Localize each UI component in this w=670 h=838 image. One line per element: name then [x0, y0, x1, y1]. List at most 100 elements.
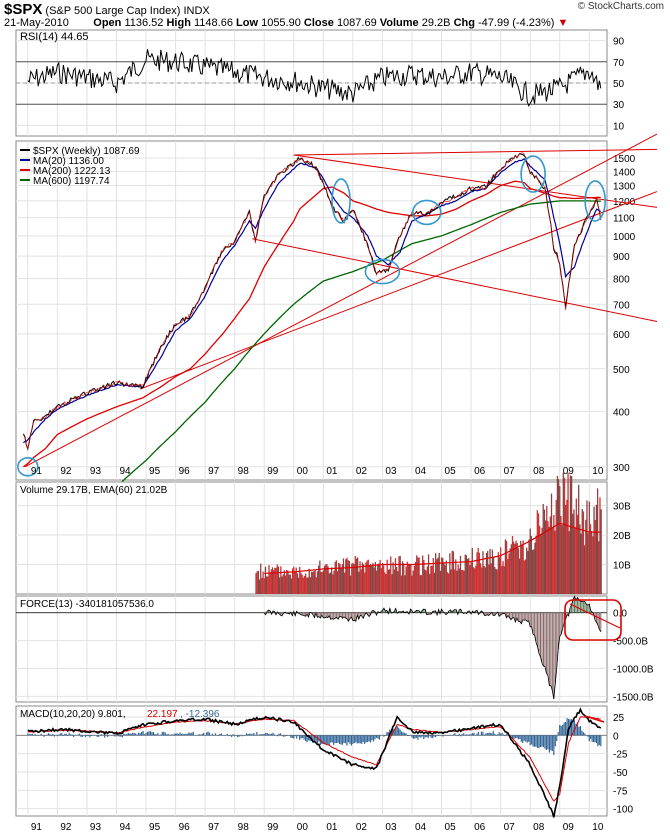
volume-bar [574, 528, 576, 594]
volume-label: Volume [379, 17, 419, 29]
volume-bar [468, 558, 470, 594]
volume-bar [511, 535, 514, 594]
volume-bar [306, 577, 308, 594]
volume-bar [307, 577, 309, 594]
volume-bar [417, 557, 419, 594]
trendline [293, 148, 658, 156]
force-trendline [569, 603, 621, 629]
volume-bar [286, 569, 288, 594]
x-tick-label: 10 [592, 822, 604, 833]
volume-bar [385, 573, 387, 594]
x-tick-label: 02 [356, 466, 368, 477]
volume-bar [495, 568, 497, 594]
volume-bar [527, 550, 529, 594]
force-line [263, 595, 602, 699]
macd-hist-value: , -12.396 [180, 709, 220, 720]
y-tick-label: 300 [613, 463, 630, 474]
volume-bar [269, 572, 271, 594]
price-panel [15, 140, 608, 481]
volume-bar [520, 540, 522, 594]
volume-bar [596, 488, 599, 594]
macd-line [27, 707, 602, 818]
volume-bar [384, 572, 386, 594]
volume-bar [488, 564, 490, 594]
volume-bar [388, 569, 391, 594]
volume-bar [335, 560, 338, 594]
volume-bar [374, 562, 377, 594]
volume-bar [595, 504, 598, 594]
volume-bar [295, 567, 297, 594]
volume-bar [535, 535, 537, 594]
y-tick-label: 600 [613, 330, 630, 341]
volume-bar [289, 574, 291, 594]
volume-bar [404, 575, 406, 594]
volume-bar [316, 571, 319, 594]
volume-bar [440, 557, 443, 594]
y-tick-label: 700 [613, 300, 630, 311]
trendline [139, 191, 658, 390]
volume-bar [529, 528, 531, 594]
volume-bar [580, 533, 582, 594]
volume-bar [403, 563, 405, 594]
volume-bar [533, 549, 535, 594]
x-tick-label: 02 [356, 822, 368, 833]
volume-bar [378, 563, 380, 594]
volume-bar [287, 570, 289, 594]
volume-bar [273, 570, 275, 594]
y-tick-label: 25 [613, 713, 625, 724]
volume-bar [344, 572, 346, 594]
volume-bar [313, 571, 315, 594]
volume-bar [260, 563, 262, 594]
volume-bar [550, 493, 553, 594]
volume-bar [530, 536, 533, 594]
volume-bar [450, 569, 452, 594]
volume-bar [301, 574, 303, 594]
volume-bar [299, 566, 301, 594]
y-tick-label: 1500 [613, 154, 636, 165]
volume-bar [274, 567, 276, 594]
volume-bar [396, 567, 398, 594]
volume-bar [523, 560, 525, 594]
x-tick-label: 08 [533, 822, 545, 833]
volume-bar [599, 497, 601, 594]
volume-bar [513, 541, 515, 594]
volume-bar [542, 504, 544, 594]
x-tick-label: 03 [385, 466, 397, 477]
volume-bar [445, 560, 447, 594]
volume-bar [398, 556, 400, 594]
volume-bar [573, 509, 575, 594]
y-tick-label: -1000.0B [613, 665, 654, 676]
volume-bar [401, 561, 404, 594]
volume-bar [433, 572, 436, 594]
price-bar-color [23, 152, 602, 450]
volume-bar [455, 559, 457, 594]
x-tick-label: 98 [238, 822, 250, 833]
volume-bar [355, 558, 358, 594]
volume-bar [526, 547, 528, 594]
volume-bar [543, 509, 546, 594]
volume-bar [282, 574, 284, 594]
volume-bar [318, 565, 320, 594]
volume-bar [276, 564, 278, 594]
volume-bar [504, 539, 507, 594]
volume-bar [446, 572, 449, 594]
y-tick-label: -75 [613, 786, 628, 797]
x-tick-label: 09 [563, 466, 575, 477]
volume-bar [340, 567, 342, 594]
y-tick-label: 500 [613, 365, 630, 376]
volume-bar [518, 558, 521, 594]
volume-bar [507, 559, 509, 594]
legend-entry: MA(600) 1197.74 [33, 176, 110, 187]
volume-bar [367, 559, 369, 594]
volume-bar [271, 567, 274, 594]
y-tick-label: -100 [613, 805, 633, 816]
y-tick-label: 1300 [613, 182, 636, 193]
legend-entry: MA(200) 1222.13 [33, 166, 111, 177]
volume-bar [319, 560, 321, 594]
x-tick-label: 01 [326, 822, 338, 833]
high-label: High [166, 17, 191, 29]
volume-bar [487, 551, 489, 594]
volume-bar [420, 575, 423, 594]
volume-bar [600, 509, 602, 594]
x-tick-label: 99 [267, 466, 279, 477]
